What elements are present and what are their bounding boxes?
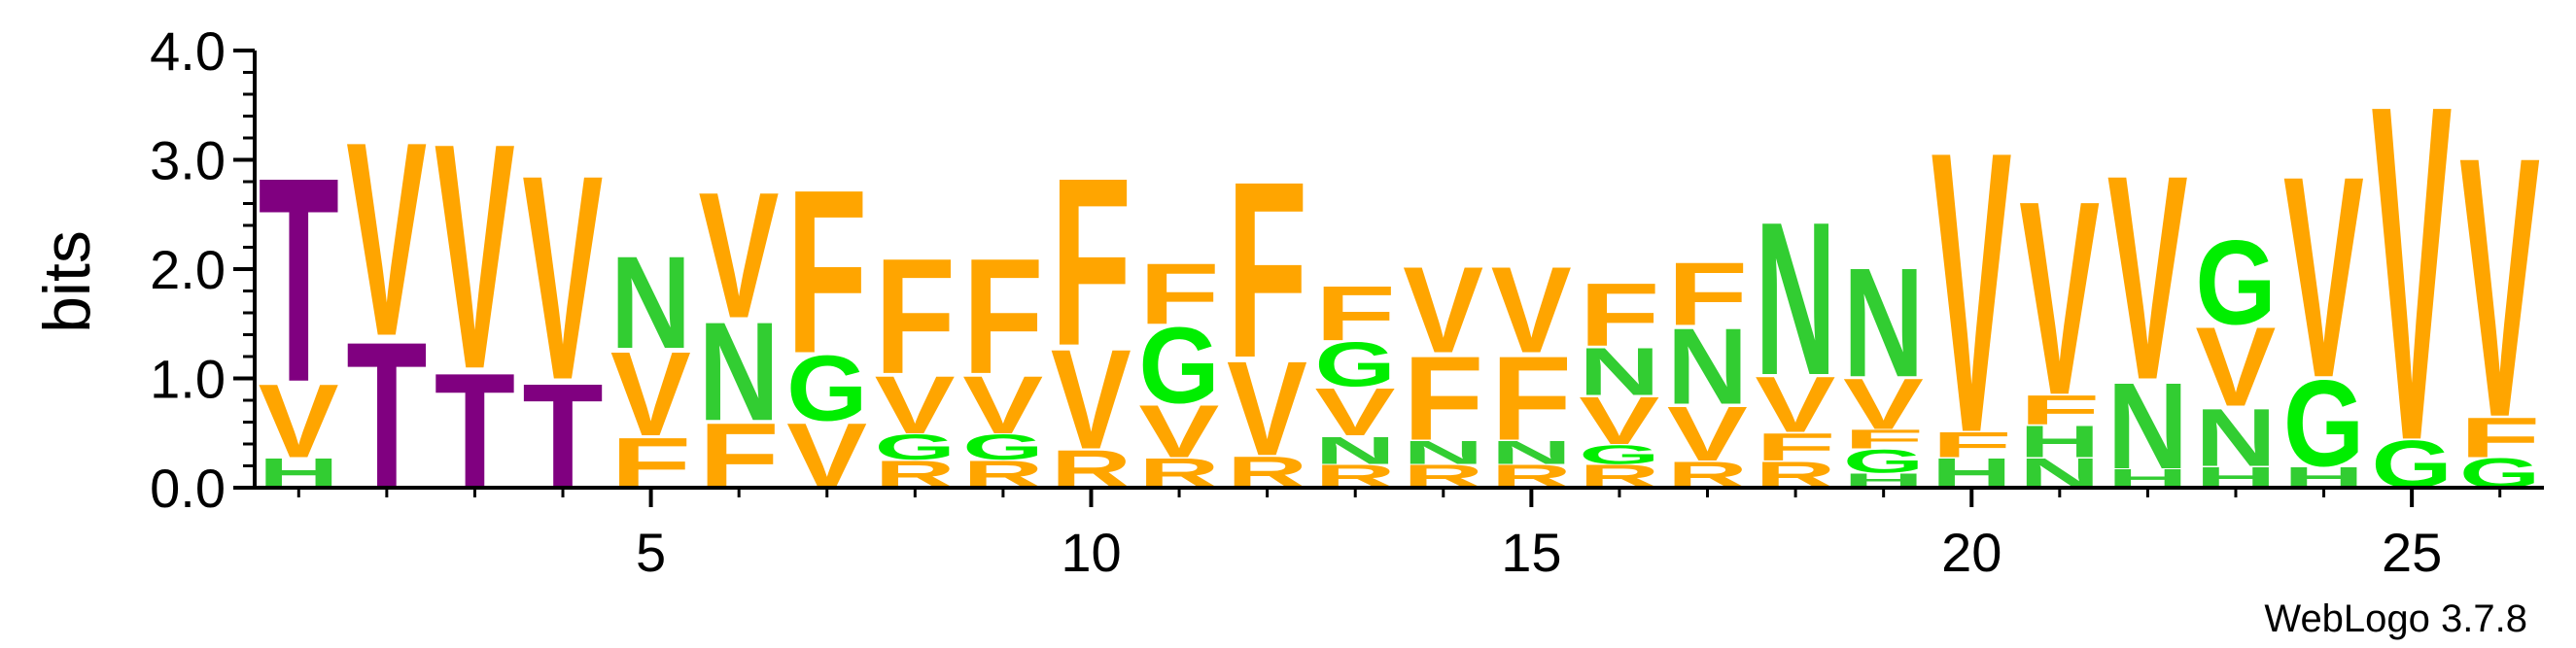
logo-glyph: V	[435, 77, 515, 437]
y-axis-ticks: 0.0 1.0 2.0 3.0 4.0	[150, 20, 255, 519]
logo-glyph: V	[522, 115, 603, 441]
x-tick-label: 25	[2382, 522, 2442, 583]
logo-glyph: N	[610, 228, 691, 376]
logo-glyph: V	[2019, 143, 2100, 453]
logo-glyph: F	[786, 142, 867, 402]
logo-glyph: V	[2371, 6, 2453, 541]
weblogo-credit: WebLogo 3.7.8	[2264, 597, 2527, 640]
y-tick-label: 4.0	[150, 20, 226, 82]
logo-glyph: V	[1932, 68, 2013, 517]
y-axis-label: bits	[30, 230, 104, 333]
x-tick-label: 20	[1941, 522, 2002, 583]
x-tick-label: 10	[1061, 522, 1121, 583]
logo-glyph: G	[2195, 216, 2276, 350]
logo-glyph: F	[1315, 270, 1396, 358]
logo-glyph: T	[259, 118, 339, 443]
logo-glyph: F	[1227, 129, 1307, 410]
y-tick-label: 0.0	[150, 458, 226, 519]
logo-glyph: F	[1051, 129, 1131, 396]
logo-glyph: V	[2107, 115, 2188, 441]
logo-glyph: F	[962, 224, 1043, 409]
logo-glyph: V	[346, 85, 427, 394]
y-tick-label: 2.0	[150, 239, 226, 300]
y-tick-label: 1.0	[150, 349, 226, 410]
logo-glyph: V	[1403, 242, 1483, 379]
logo-glyph: N	[1755, 176, 1835, 421]
logo-glyph: F	[1579, 264, 1659, 364]
logo-glyph: V	[1491, 242, 1572, 379]
x-tick-label: 15	[1501, 522, 1561, 583]
logo-glyph: V	[2459, 81, 2541, 495]
x-tick-label: 5	[636, 522, 666, 583]
logo-glyph: V	[2283, 118, 2364, 438]
y-tick-label: 3.0	[150, 130, 226, 191]
logo-glyph: F	[1138, 246, 1219, 342]
logo-glyph: F	[1667, 244, 1748, 344]
logo-glyph: F	[875, 224, 956, 409]
logo-glyph: V	[699, 155, 780, 357]
logo-glyph: N	[1843, 236, 1924, 410]
